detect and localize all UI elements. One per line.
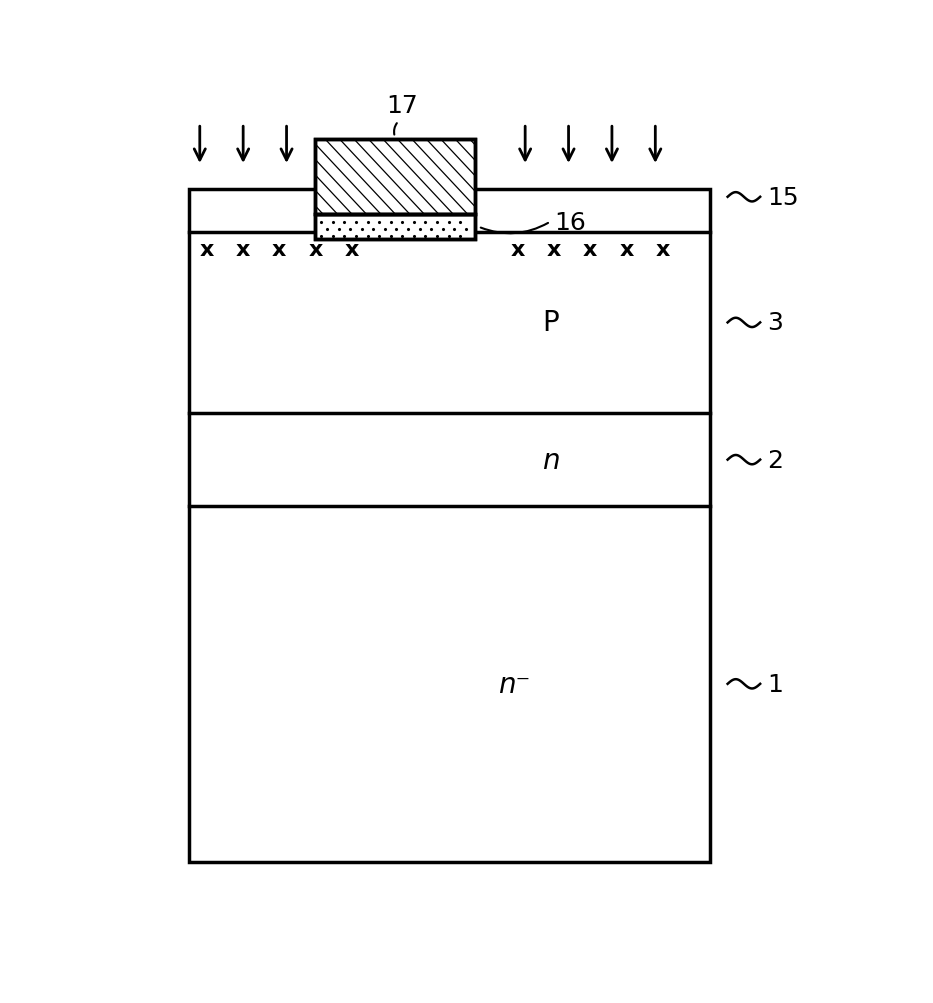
Text: x: x (547, 240, 562, 260)
Text: x: x (510, 240, 525, 260)
Text: x: x (236, 240, 250, 260)
Text: 15: 15 (767, 186, 799, 210)
Text: n: n (542, 446, 559, 474)
Text: 16: 16 (554, 211, 586, 235)
Text: 3: 3 (767, 311, 784, 335)
Bar (315, 215, 475, 240)
Text: x: x (655, 240, 670, 260)
Text: x: x (272, 240, 286, 260)
Text: n⁻: n⁻ (498, 670, 531, 698)
Bar (188, 190, 710, 862)
Bar (315, 139, 475, 215)
Text: x: x (200, 240, 215, 260)
Text: 2: 2 (767, 448, 784, 472)
Text: x: x (344, 240, 359, 260)
Bar (315, 139, 475, 215)
Bar (315, 215, 475, 240)
Text: x: x (308, 240, 323, 260)
Text: x: x (583, 240, 597, 260)
Text: 1: 1 (767, 672, 784, 696)
Text: P: P (542, 309, 559, 337)
Text: x: x (620, 240, 634, 260)
Text: 17: 17 (386, 94, 418, 118)
